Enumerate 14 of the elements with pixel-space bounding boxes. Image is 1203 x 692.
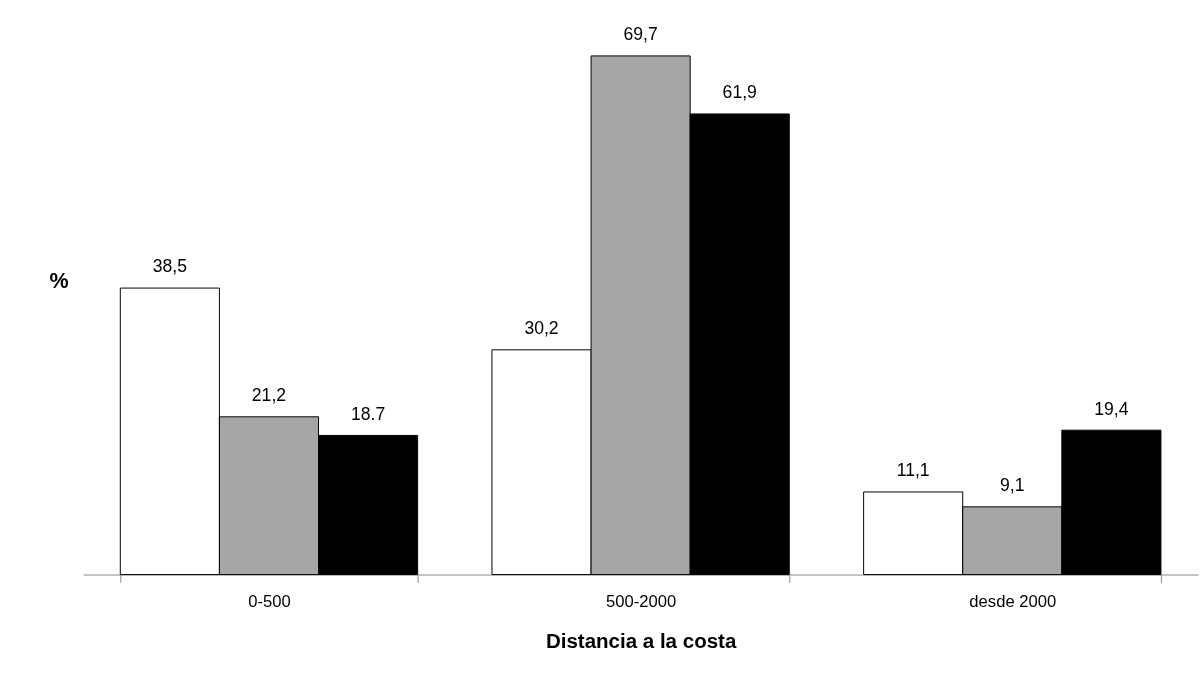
- data-label: 38,5: [152, 256, 188, 277]
- data-label: 21,2: [251, 385, 287, 406]
- data-label: 11,1: [896, 460, 930, 481]
- data-label: 61,9: [722, 82, 757, 103]
- data-label: 19,4: [1094, 398, 1129, 419]
- data-label: 9,1: [1000, 475, 1025, 496]
- x-tick-label: 0-500: [248, 592, 291, 612]
- x-tick-label: desde 2000: [969, 592, 1057, 612]
- data-label: 30,2: [524, 318, 559, 339]
- data-label: 69,7: [623, 24, 658, 45]
- y-axis-title: %: [49, 269, 69, 294]
- x-tick-label: 500-2000: [606, 592, 677, 612]
- x-axis-title: Distancia a la costa: [545, 629, 737, 653]
- data-label: 18.7: [350, 403, 386, 424]
